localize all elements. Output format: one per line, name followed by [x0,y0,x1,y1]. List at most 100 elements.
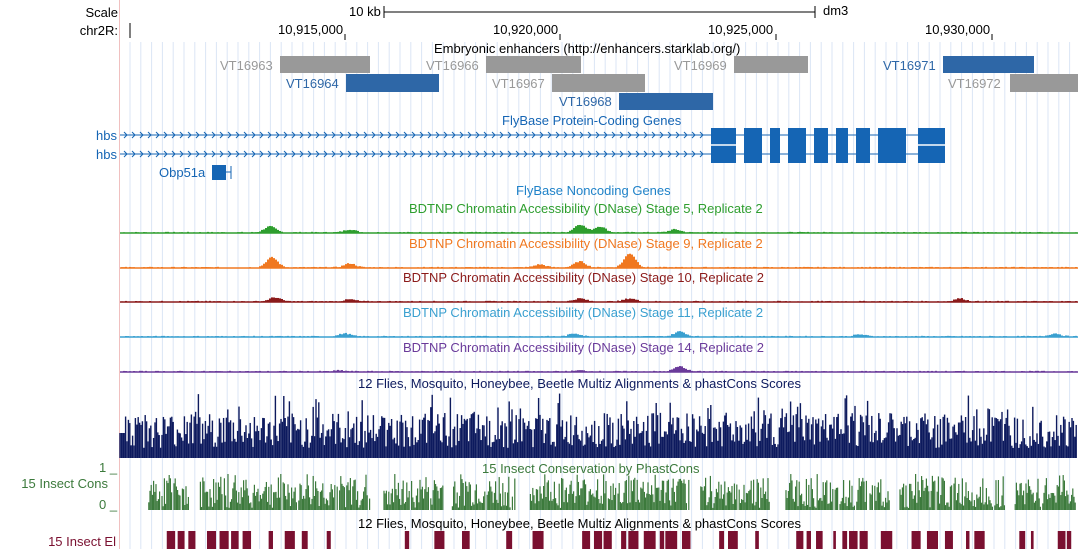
strand-arrow [507,131,512,139]
strand-arrow [379,131,384,139]
conserved-element [219,531,229,549]
strand-arrow [315,150,320,158]
strand-arrow [323,131,328,139]
dnase-track-title[interactable]: BDTNP Chromatin Accessibility (DNase) St… [403,270,765,285]
strand-arrow [595,131,600,139]
enhancers-track-title[interactable]: Embryonic enhancers (http://enhancers.st… [434,41,741,56]
gene-label[interactable]: hbs [96,128,117,143]
strand-arrow [347,150,352,158]
enhancer-feature[interactable] [734,56,808,73]
conserved-element [719,531,725,549]
strand-arrow [395,150,400,158]
strand-arrow [627,131,632,139]
enhancer-label[interactable]: VT16972 [948,76,1001,91]
strand-arrow [347,131,352,139]
strand-arrow [483,150,488,158]
conserved-element [461,531,470,549]
conserved-element [404,531,410,549]
conserved-element [206,531,217,549]
strand-arrow [563,131,568,139]
enhancer-label[interactable]: VT16971 [883,58,936,73]
conserved-element [532,531,544,549]
dnase-track-title[interactable]: BDTNP Chromatin Accessibility (DNase) St… [403,305,764,320]
strand-arrow [283,131,288,139]
conserved-element [177,531,185,549]
strand-arrow [427,131,432,139]
strand-arrow [163,131,168,139]
strand-arrow [227,131,232,139]
enhancer-feature[interactable] [280,56,370,73]
strand-arrow [291,131,296,139]
strand-arrow [387,150,392,158]
gene-label[interactable]: Obp51a [159,165,206,180]
strand-arrow [467,150,472,158]
phastcons-side-label[interactable]: 15 Insect Cons [21,476,108,491]
enhancer-feature[interactable] [486,56,581,73]
conserved-element [880,531,893,549]
enhancer-label[interactable]: VT16967 [492,76,545,91]
strand-arrow [275,150,280,158]
strand-arrow [691,131,696,139]
strand-arrow [643,150,648,158]
dnase-track-title[interactable]: BDTNP Chromatin Accessibility (DNase) St… [409,236,763,251]
strand-arrow [555,150,560,158]
conserved-element [231,531,239,549]
enhancer-feature[interactable] [619,93,713,110]
strand-arrow [227,150,232,158]
left-margin-guide [119,0,120,549]
gene-exon [814,128,828,163]
strand-arrow [659,150,664,158]
strand-arrow [523,131,528,139]
strand-arrow [163,150,168,158]
enhancer-label[interactable]: VT16964 [286,76,339,91]
phastcons-track-title[interactable]: 15 Insect Conservation by PhastCons [482,461,700,476]
enhancer-feature[interactable] [552,74,645,92]
strand-arrow [595,150,600,158]
strand-arrow [419,150,424,158]
strand-arrow [339,150,344,158]
strand-arrow [355,131,360,139]
enhancer-label[interactable]: VT16966 [426,58,479,73]
conserved-element [188,531,196,549]
strand-arrow [419,131,424,139]
strand-arrow [315,131,320,139]
elements-side-label[interactable]: 15 Insect El [48,534,116,549]
enhancer-feature[interactable] [346,74,439,92]
strand-arrow [579,131,584,139]
strand-arrow [371,150,376,158]
conserved-element [796,531,804,549]
strand-arrow [699,131,704,139]
elements-track-title[interactable]: 12 Flies, Mosquito, Honeybee, Beetle Mul… [358,516,801,531]
conserved-element [842,531,848,549]
strand-arrow [531,150,536,158]
multiz-track-title[interactable]: 12 Flies, Mosquito, Honeybee, Beetle Mul… [358,376,801,391]
strand-arrow [491,150,496,158]
dnase-track-title[interactable]: BDTNP Chromatin Accessibility (DNase) St… [403,340,765,355]
scale-bar-label: 10 kb [349,4,381,19]
strand-arrow [355,150,360,158]
strand-arrow [699,150,704,158]
coding-genes-track-title[interactable]: FlyBase Protein-Coding Genes [502,113,682,128]
conserved-element [621,531,627,549]
conserved-element [849,531,858,549]
strand-arrow [307,150,312,158]
conserved-element [326,531,331,549]
enhancer-label[interactable]: VT16963 [220,58,273,73]
strand-arrow [675,150,680,158]
strand-arrow [235,131,240,139]
gene-label[interactable]: hbs [96,147,117,162]
strand-arrow [187,150,192,158]
enhancer-feature[interactable] [1010,74,1078,92]
axis-max-label: 1 _ [99,460,118,475]
conserved-element [806,531,811,549]
enhancer-label[interactable]: VT16968 [559,94,612,109]
strand-arrow [547,131,552,139]
chrom-label: chr2R: [79,23,118,38]
strand-arrow [411,131,416,139]
enhancer-feature[interactable] [943,56,1034,73]
strand-arrow [635,131,640,139]
dnase-track-title[interactable]: BDTNP Chromatin Accessibility (DNase) St… [409,201,763,216]
enhancer-label[interactable]: VT16969 [674,58,727,73]
noncoding-track-title[interactable]: FlyBase Noncoding Genes [516,183,671,198]
